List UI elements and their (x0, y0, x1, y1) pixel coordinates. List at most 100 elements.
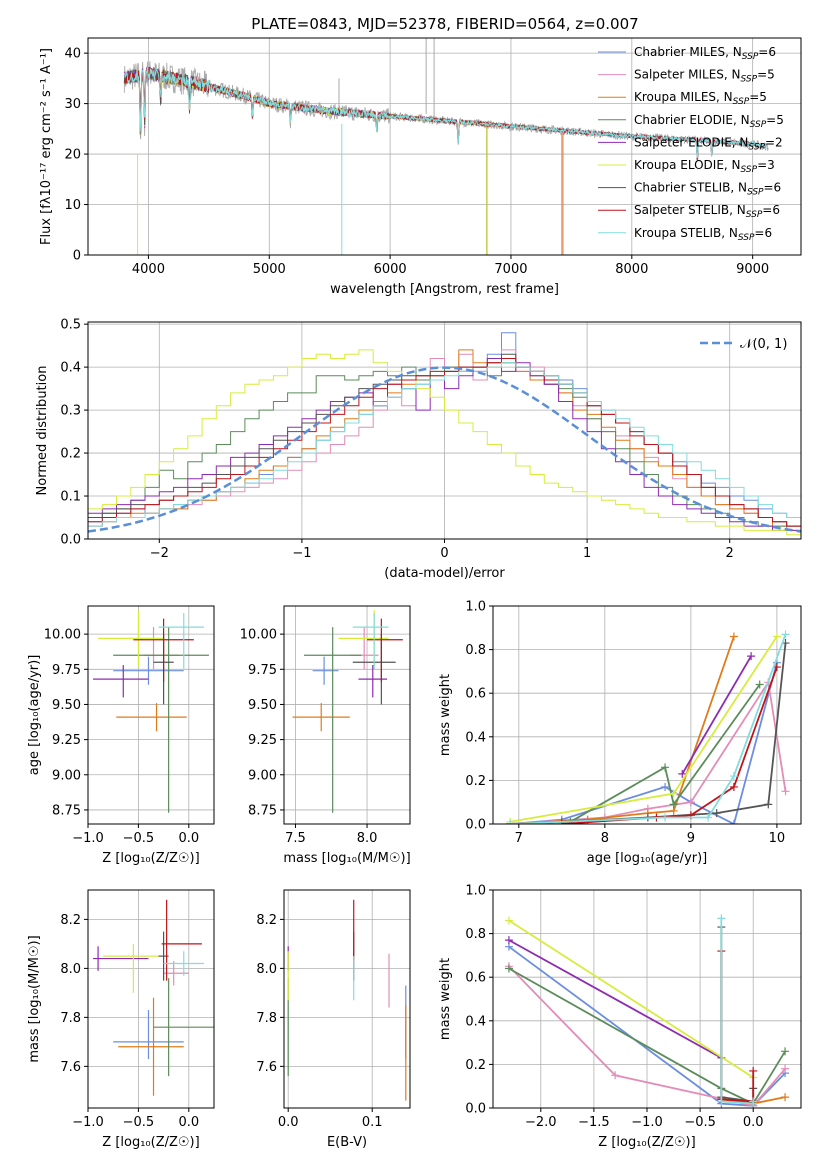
y-axis-label: mass weight (438, 674, 453, 756)
point-marker (686, 798, 695, 807)
y-tick-label: 0.8 (465, 927, 486, 942)
series-kroupa-stelib (720, 918, 755, 1105)
point-marker (764, 800, 773, 809)
axes-frame (87, 889, 215, 1109)
series-kroupa-stelib (510, 633, 787, 824)
axes-4: 7 8 9 10 0.0 0.2 0.4 0.6 0.8 1.0 age [log₁₀(age/yr… (438, 600, 802, 866)
y-tick-label: 9.50 (52, 698, 81, 713)
y-tick-label: 7.6 (60, 1060, 81, 1075)
series-salpeter-elodie (681, 655, 752, 775)
series-kroupa-miles (510, 636, 735, 824)
x-tick-label: −1.5 (578, 1115, 610, 1130)
point-marker (781, 1064, 790, 1073)
point-marker (678, 769, 687, 778)
legend-value: =5 (766, 113, 784, 127)
legend-sub: SSP (750, 120, 767, 130)
legend-sub: SSP (742, 52, 759, 62)
legend-value: =6 (758, 45, 776, 59)
point-marker (781, 630, 790, 639)
legend-label: Salpeter ELODIE, NSSP=2 (634, 135, 783, 152)
legend-sub: SSP (741, 75, 758, 85)
x-axis-label: age [log₁₀(age/yr)] (587, 851, 708, 866)
y-tick-label: 8.75 (248, 803, 277, 818)
legend-sub: SSP (746, 210, 763, 220)
x-axis-label: wavelength [Angstrom, rest frame] (330, 282, 559, 297)
x-axis-label: E(B-V) (327, 1135, 367, 1150)
y-axis-label: mass [log₁₀(M/M☉)] (27, 935, 42, 1062)
legend-value: =6 (754, 226, 772, 240)
y-tick-label: 9.75 (248, 663, 277, 678)
plot-area (504, 914, 790, 1108)
y-axis-label: age [log₁₀(age/yr)] (27, 655, 42, 776)
point-marker (504, 916, 513, 925)
point-marker (704, 813, 713, 822)
hist-kroupa-elodie (88, 349, 801, 536)
x-tick-label: 0.0 (743, 1115, 764, 1130)
point-marker (504, 964, 513, 973)
figure-title: PLATE=0843, MJD=52378, FIBERID=0564, z=0… (251, 15, 638, 33)
y-tick-label: 0.4 (465, 730, 486, 745)
y-axis-label: Flux [fλ10⁻¹⁷ erg cm⁻² s⁻¹ A⁻¹] (39, 48, 54, 245)
x-axis-label: Z [log₁₀(Z/Z☉)] (102, 851, 199, 866)
x-tick-label: 2 (726, 546, 734, 561)
y-tick-label: 9.50 (248, 698, 277, 713)
y-tick-label: 0.8 (465, 643, 486, 658)
x-tick-label: −1.0 (72, 831, 104, 846)
x-tick-label: −1.0 (631, 1115, 663, 1130)
axes-3: 7.5 8.0 8.75 9.00 9.25 9.50 9.75 10.00 mass [log… (240, 605, 411, 866)
series-chabrier-elodie (508, 967, 786, 1105)
plot-area (123, 38, 769, 255)
point-marker (749, 1066, 758, 1075)
plot-area (93, 899, 214, 1096)
point-marker (506, 820, 515, 824)
axes-frame (492, 605, 802, 825)
plot-area (287, 899, 407, 1101)
y-tick-label: 7.8 (256, 1011, 277, 1026)
point-marker (661, 782, 670, 791)
y-tick-label: 8.2 (60, 913, 81, 928)
x-tick-label: −1 (292, 546, 311, 561)
series-chabrier-miles (510, 662, 778, 824)
axes-1: −2 −1 0 1 2 0.0 0.1 0.2 0.3 0.4 0.5 (data-model)/er… (35, 318, 802, 581)
point-marker (611, 1071, 620, 1080)
y-tick-label: 8.0 (256, 962, 277, 977)
point-marker (781, 787, 790, 796)
point-marker (661, 763, 670, 772)
point-marker (781, 1047, 790, 1056)
axes-frame (283, 889, 411, 1109)
legend-label: Salpeter MILES, NSSP=5 (634, 68, 775, 85)
y-tick-label: 0.5 (60, 318, 81, 333)
y-tick-label: 0 (73, 249, 81, 264)
x-tick-label: 9 (687, 831, 695, 846)
x-tick-label: 7.5 (285, 831, 306, 846)
point-marker (729, 782, 738, 791)
point-marker (504, 936, 513, 945)
y-tick-label: 0.3 (60, 404, 81, 419)
series-salpeter-miles (508, 965, 786, 1107)
y-tick-label: 7.8 (60, 1011, 81, 1026)
x-tick-label: 4000 (132, 262, 165, 277)
point-marker (669, 800, 678, 809)
y-tick-label: 0.0 (465, 1102, 486, 1117)
legend-label: Kroupa STELIB, NSSP=6 (634, 226, 772, 243)
legend: Chabrier MILES, NSSP=6 Salpeter MILES, NS… (598, 45, 784, 243)
legend-label: Salpeter STELIB, NSSP=6 (634, 203, 780, 220)
point-marker (747, 652, 756, 661)
axes-0: 4000 5000 6000 7000 8000 9000 0 10 20 30 40 wavelen… (39, 37, 802, 297)
series-kroupa-elodie (508, 919, 754, 1079)
y-tick-label: 0.4 (60, 361, 81, 376)
y-tick-label: 9.00 (52, 768, 81, 783)
y-tick-label: 9.00 (248, 768, 277, 783)
x-axis-label: Z [log₁₀(Z/Z☉)] (598, 1135, 695, 1150)
point-marker (772, 632, 781, 641)
y-tick-label: 10.00 (44, 628, 81, 643)
y-tick-label: 7.6 (256, 1060, 277, 1075)
x-tick-label: 8000 (615, 262, 648, 277)
x-tick-label: 1 (583, 546, 591, 561)
point-marker (749, 1097, 758, 1106)
plot-area (93, 610, 209, 813)
point-marker (661, 813, 670, 822)
x-tick-label: 8 (601, 831, 609, 846)
point-marker (755, 680, 764, 689)
